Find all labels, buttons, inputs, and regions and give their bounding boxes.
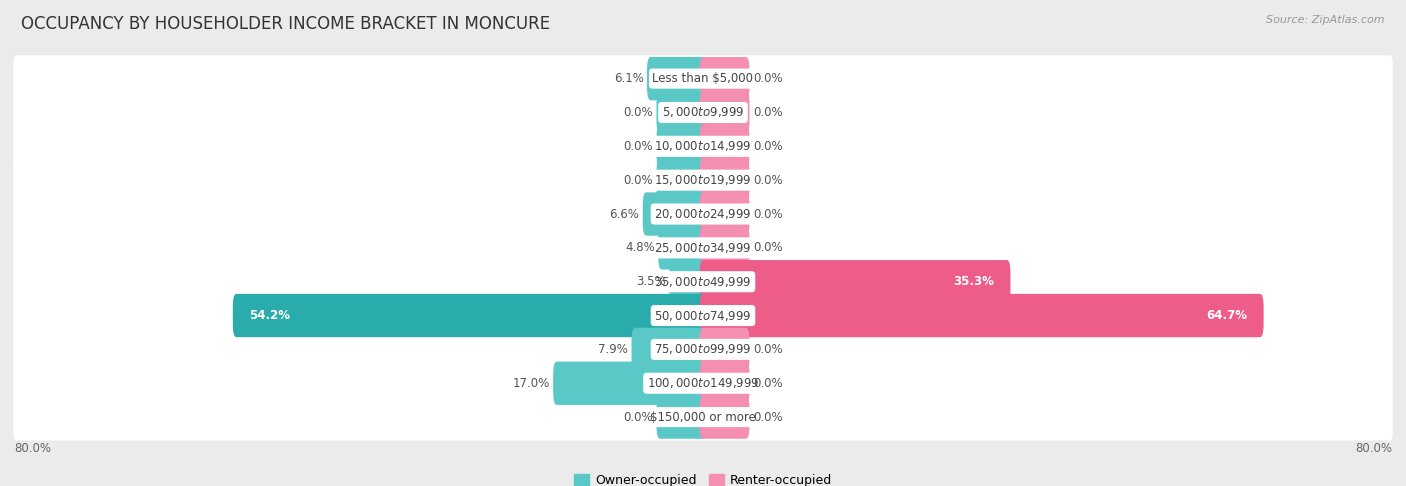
FancyBboxPatch shape: [13, 360, 1393, 407]
Text: 0.0%: 0.0%: [754, 208, 783, 221]
Text: $20,000 to $24,999: $20,000 to $24,999: [654, 207, 752, 221]
FancyBboxPatch shape: [700, 396, 749, 439]
Text: 0.0%: 0.0%: [754, 140, 783, 153]
Text: 0.0%: 0.0%: [754, 106, 783, 119]
Text: 0.0%: 0.0%: [754, 343, 783, 356]
FancyBboxPatch shape: [700, 91, 749, 134]
FancyBboxPatch shape: [669, 260, 706, 303]
Text: Source: ZipAtlas.com: Source: ZipAtlas.com: [1267, 15, 1385, 25]
Text: 6.1%: 6.1%: [613, 72, 644, 85]
Text: 0.0%: 0.0%: [754, 377, 783, 390]
FancyBboxPatch shape: [13, 55, 1393, 102]
FancyBboxPatch shape: [658, 226, 706, 270]
FancyBboxPatch shape: [657, 158, 706, 202]
FancyBboxPatch shape: [657, 125, 706, 168]
Text: $25,000 to $34,999: $25,000 to $34,999: [654, 241, 752, 255]
Text: 7.9%: 7.9%: [598, 343, 628, 356]
Text: 0.0%: 0.0%: [754, 72, 783, 85]
FancyBboxPatch shape: [700, 158, 749, 202]
FancyBboxPatch shape: [700, 362, 749, 405]
Text: 0.0%: 0.0%: [623, 106, 652, 119]
Text: 6.6%: 6.6%: [609, 208, 640, 221]
Text: 0.0%: 0.0%: [623, 411, 652, 424]
Text: $10,000 to $14,999: $10,000 to $14,999: [654, 139, 752, 153]
FancyBboxPatch shape: [700, 294, 1264, 337]
FancyBboxPatch shape: [700, 260, 1011, 303]
Text: $15,000 to $19,999: $15,000 to $19,999: [654, 173, 752, 187]
Text: 17.0%: 17.0%: [512, 377, 550, 390]
Text: 0.0%: 0.0%: [754, 411, 783, 424]
FancyBboxPatch shape: [700, 125, 749, 168]
FancyBboxPatch shape: [13, 292, 1393, 339]
Text: 35.3%: 35.3%: [953, 275, 994, 288]
FancyBboxPatch shape: [631, 328, 706, 371]
Text: 0.0%: 0.0%: [754, 242, 783, 254]
FancyBboxPatch shape: [13, 191, 1393, 237]
Text: 54.2%: 54.2%: [249, 309, 290, 322]
Text: $150,000 or more: $150,000 or more: [650, 411, 756, 424]
Text: $100,000 to $149,999: $100,000 to $149,999: [647, 376, 759, 390]
Text: 64.7%: 64.7%: [1206, 309, 1247, 322]
FancyBboxPatch shape: [13, 326, 1393, 373]
FancyBboxPatch shape: [700, 57, 749, 100]
FancyBboxPatch shape: [13, 259, 1393, 305]
Text: $75,000 to $99,999: $75,000 to $99,999: [654, 343, 752, 356]
FancyBboxPatch shape: [13, 123, 1393, 170]
FancyBboxPatch shape: [657, 396, 706, 439]
FancyBboxPatch shape: [13, 225, 1393, 271]
FancyBboxPatch shape: [700, 192, 749, 236]
FancyBboxPatch shape: [13, 89, 1393, 136]
FancyBboxPatch shape: [657, 91, 706, 134]
Text: 0.0%: 0.0%: [623, 174, 652, 187]
Text: $50,000 to $74,999: $50,000 to $74,999: [654, 309, 752, 323]
FancyBboxPatch shape: [13, 394, 1393, 440]
Text: 4.8%: 4.8%: [626, 242, 655, 254]
Text: 80.0%: 80.0%: [1355, 442, 1392, 455]
FancyBboxPatch shape: [700, 328, 749, 371]
Text: Less than $5,000: Less than $5,000: [652, 72, 754, 85]
Text: $35,000 to $49,999: $35,000 to $49,999: [654, 275, 752, 289]
FancyBboxPatch shape: [553, 362, 706, 405]
FancyBboxPatch shape: [700, 226, 749, 270]
Text: 80.0%: 80.0%: [14, 442, 51, 455]
FancyBboxPatch shape: [647, 57, 706, 100]
Legend: Owner-occupied, Renter-occupied: Owner-occupied, Renter-occupied: [568, 469, 838, 486]
Text: 3.5%: 3.5%: [637, 275, 666, 288]
FancyBboxPatch shape: [13, 157, 1393, 204]
Text: OCCUPANCY BY HOUSEHOLDER INCOME BRACKET IN MONCURE: OCCUPANCY BY HOUSEHOLDER INCOME BRACKET …: [21, 15, 550, 33]
FancyBboxPatch shape: [643, 192, 706, 236]
Text: 0.0%: 0.0%: [623, 140, 652, 153]
FancyBboxPatch shape: [233, 294, 706, 337]
Text: 0.0%: 0.0%: [754, 174, 783, 187]
Text: $5,000 to $9,999: $5,000 to $9,999: [662, 105, 744, 120]
